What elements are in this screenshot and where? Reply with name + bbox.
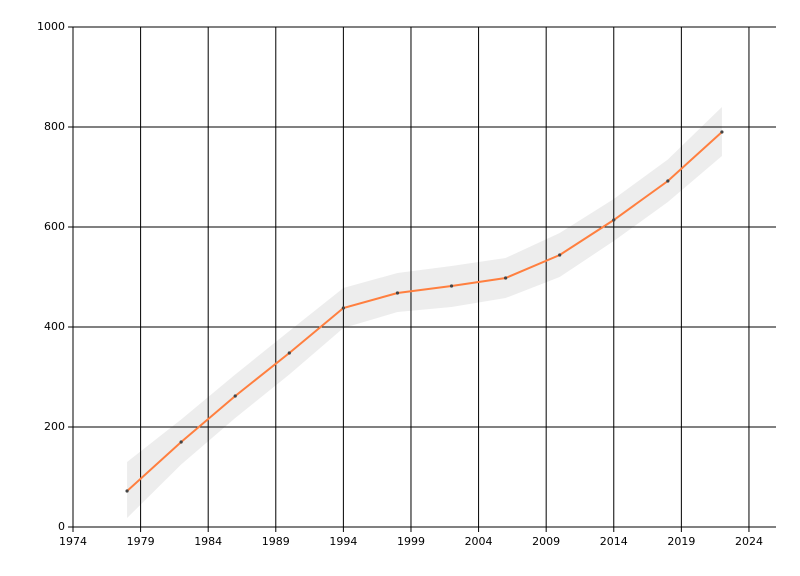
x-tick-label: 1979 — [127, 535, 155, 548]
x-tick-label: 1974 — [59, 535, 87, 548]
y-tick-label: 400 — [44, 320, 65, 333]
x-tick-label: 1989 — [262, 535, 290, 548]
series-line — [126, 131, 723, 492]
y-tick-label: 0 — [58, 520, 65, 533]
y-tick-label: 600 — [44, 220, 65, 233]
x-tick-label: 1984 — [194, 535, 222, 548]
point — [125, 489, 129, 493]
confidence-band — [127, 107, 722, 518]
point — [666, 179, 670, 183]
point — [287, 351, 291, 355]
x-tick-label: 1994 — [329, 535, 357, 548]
y-tick-label: 800 — [44, 120, 65, 133]
point — [558, 253, 562, 257]
point — [395, 291, 400, 295]
point — [720, 130, 724, 134]
point — [612, 218, 616, 222]
point — [341, 306, 345, 310]
y-tick-label: 200 — [44, 420, 65, 433]
x-tick-label: 2014 — [600, 535, 628, 548]
x-tick-label: 1999 — [397, 535, 425, 548]
x-tick-label: 2024 — [735, 535, 763, 548]
point — [504, 276, 508, 280]
y-tick-label: 1000 — [37, 20, 65, 33]
point — [449, 284, 454, 288]
x-tick-label: 2019 — [667, 535, 695, 548]
x-tick-label: 2009 — [532, 535, 560, 548]
point — [233, 394, 237, 398]
x-tick-label: 2004 — [465, 535, 493, 548]
point — [179, 440, 183, 444]
